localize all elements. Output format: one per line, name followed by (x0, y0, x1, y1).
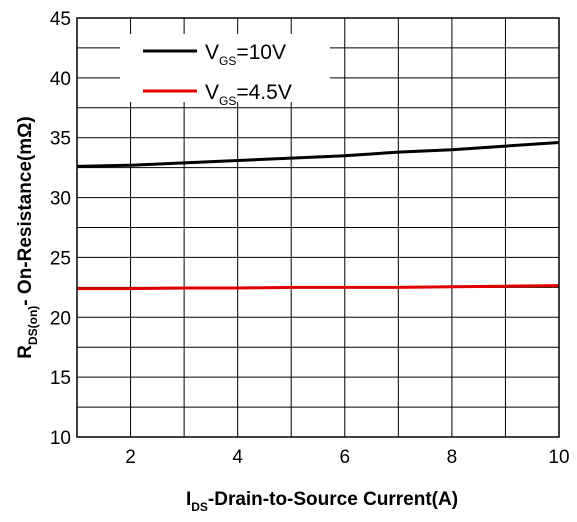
y-tick-label: 40 (50, 69, 71, 90)
legend-label-main: V (205, 41, 219, 64)
y-axis-title: RDS(on)- On-Resistance(mΩ) (15, 116, 40, 359)
series-line-1 (76, 141, 560, 168)
legend-label-1: VGS=10V (205, 41, 286, 68)
y-axis-title-main: R (15, 345, 36, 359)
x-tick-label: 2 (125, 447, 136, 468)
y-axis-title-sub: DS(on) (26, 306, 40, 345)
y-axis-title-rest: - On-Resistance(mΩ) (15, 116, 36, 305)
legend-label-sub: GS (219, 94, 236, 108)
y-tick-label: 10 (50, 428, 71, 449)
y-tick-label: 15 (50, 368, 71, 389)
x-tick-label: 8 (447, 447, 458, 468)
legend-label-rest: =4.5V (236, 81, 291, 104)
legend-label-sub: GS (219, 54, 236, 68)
x-axis-title-main: I (186, 489, 191, 510)
plot-frame (76, 17, 560, 438)
series-layer (76, 141, 560, 291)
y-tick-label: 25 (50, 248, 71, 269)
x-tick-label: 4 (232, 447, 243, 468)
y-tick-label: 20 (50, 308, 71, 329)
legend-label-main: V (205, 81, 219, 104)
legend-label-rest: =10V (236, 41, 286, 64)
x-axis-title-rest: -Drain-to-Source Current(A) (208, 489, 458, 510)
y-tick-label: 30 (50, 189, 71, 210)
legend-label-2: VGS=4.5V (205, 81, 292, 108)
x-tick-label: 10 (548, 447, 569, 468)
x-tick-label: 6 (339, 447, 350, 468)
series-line-2 (77, 284, 560, 291)
tick-labels: 2 4 6 8 10 10 15 20 25 30 35 40 45 (50, 9, 570, 468)
y-tick-label: 45 (50, 9, 71, 30)
y-tick-label: 35 (50, 129, 71, 150)
x-axis-title: IDS-Drain-to-Source Current(A) (186, 489, 458, 514)
x-axis-title-sub: DS (191, 500, 208, 514)
